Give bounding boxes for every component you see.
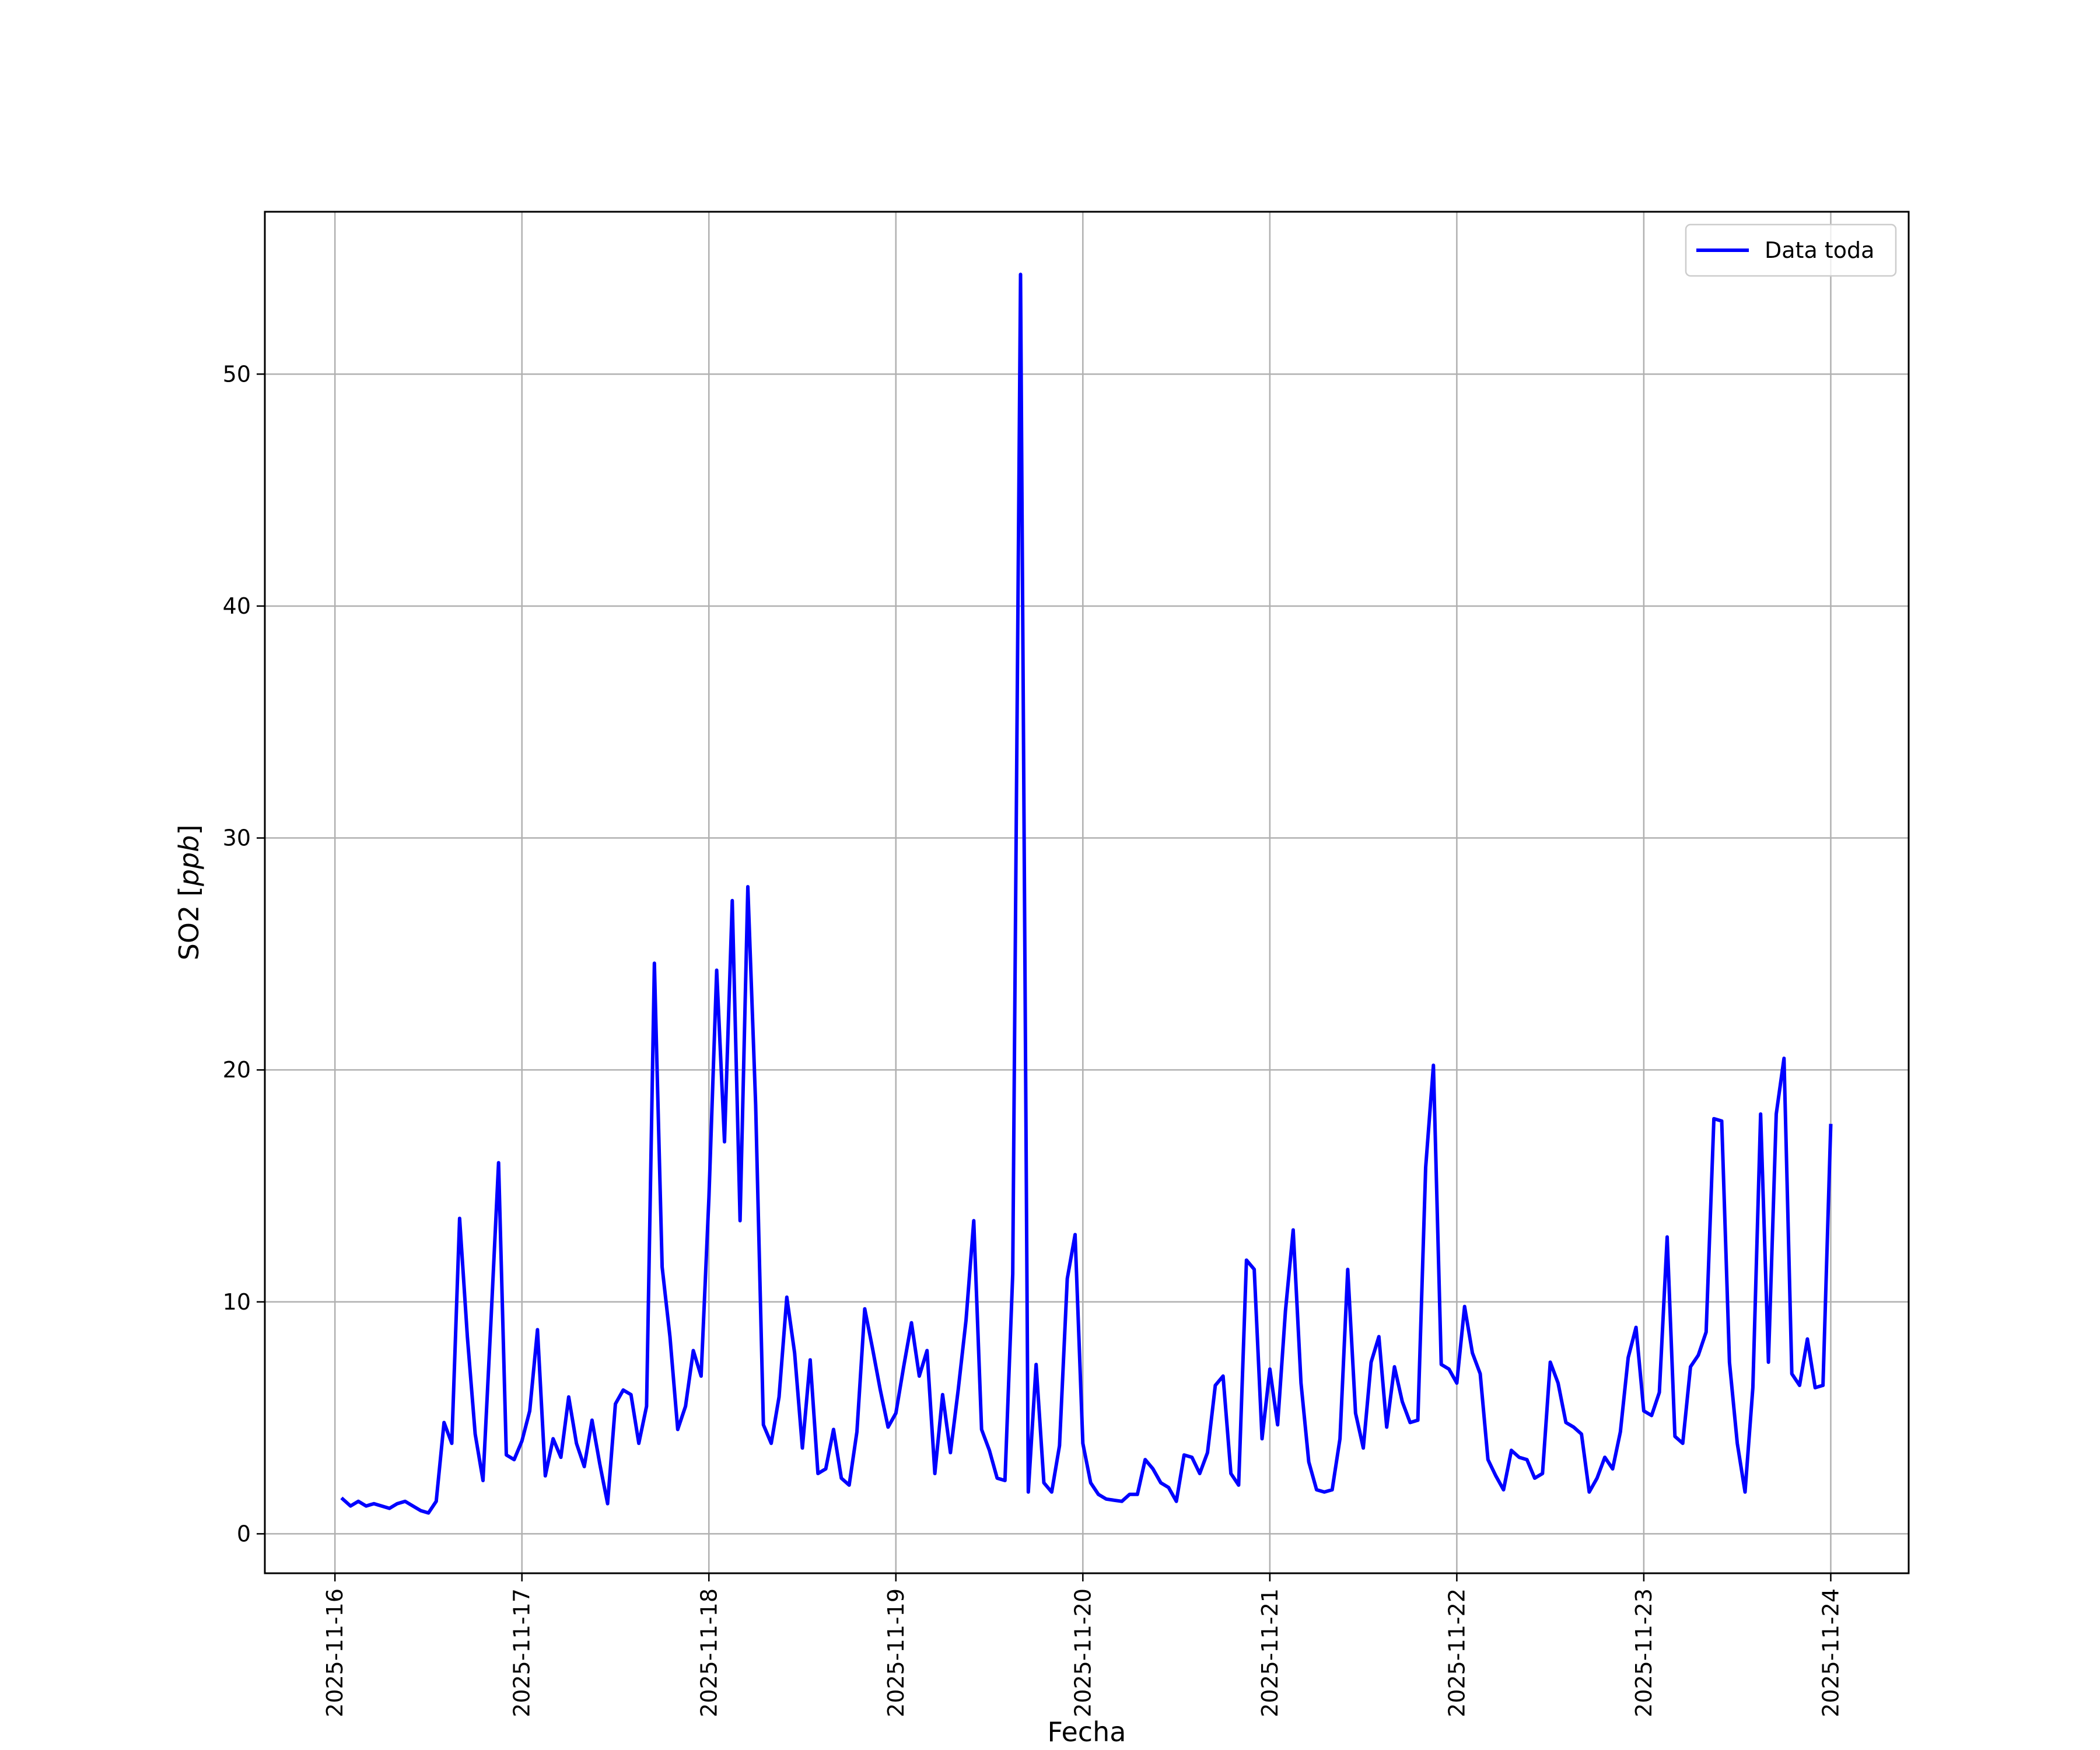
legend-box <box>1685 223 1897 277</box>
y-axis-label: SO2 [ppb] <box>173 825 205 961</box>
y-tick-label: 40 <box>223 593 251 619</box>
x-tick-label: 2025-11-22 <box>1444 1588 1469 1717</box>
x-tick-label: 2025-11-24 <box>1818 1588 1843 1717</box>
y-axis-label-unit: ppb <box>173 835 205 887</box>
series-layer <box>340 272 1833 1515</box>
grid-layer <box>265 212 1909 1573</box>
y-axis-label-suffix: ] <box>173 825 205 835</box>
y-tick-label: 30 <box>223 825 251 851</box>
y-tick-label: 0 <box>237 1521 251 1546</box>
series-line-data-toda <box>340 272 1833 1515</box>
x-tick-label: 2025-11-16 <box>322 1588 348 1717</box>
y-tick-label: 10 <box>223 1289 251 1315</box>
x-tick-label: 2025-11-23 <box>1631 1588 1657 1717</box>
legend-label-data-toda: Data toda <box>1765 237 1874 263</box>
x-tick-label: 2025-11-19 <box>883 1588 909 1717</box>
x-tick-label: 2025-11-20 <box>1070 1588 1096 1717</box>
legend: Data toda <box>1685 223 1897 277</box>
x-tick-label: 2025-11-21 <box>1257 1588 1283 1717</box>
plot-frame <box>264 211 1910 1574</box>
y-axis-label-prefix: SO2 [ <box>173 886 205 960</box>
x-axis-label: Fecha <box>1048 1716 1126 1748</box>
y-tick-label: 20 <box>223 1057 251 1083</box>
ticks-layer: 2025-11-16 2025-11-17 2025-11-18 2025-11-19… <box>223 361 1844 1717</box>
x-tick-label: 2025-11-17 <box>509 1588 535 1717</box>
y-tick-label: 50 <box>223 361 251 387</box>
x-tick-label: 2025-11-18 <box>696 1588 722 1717</box>
